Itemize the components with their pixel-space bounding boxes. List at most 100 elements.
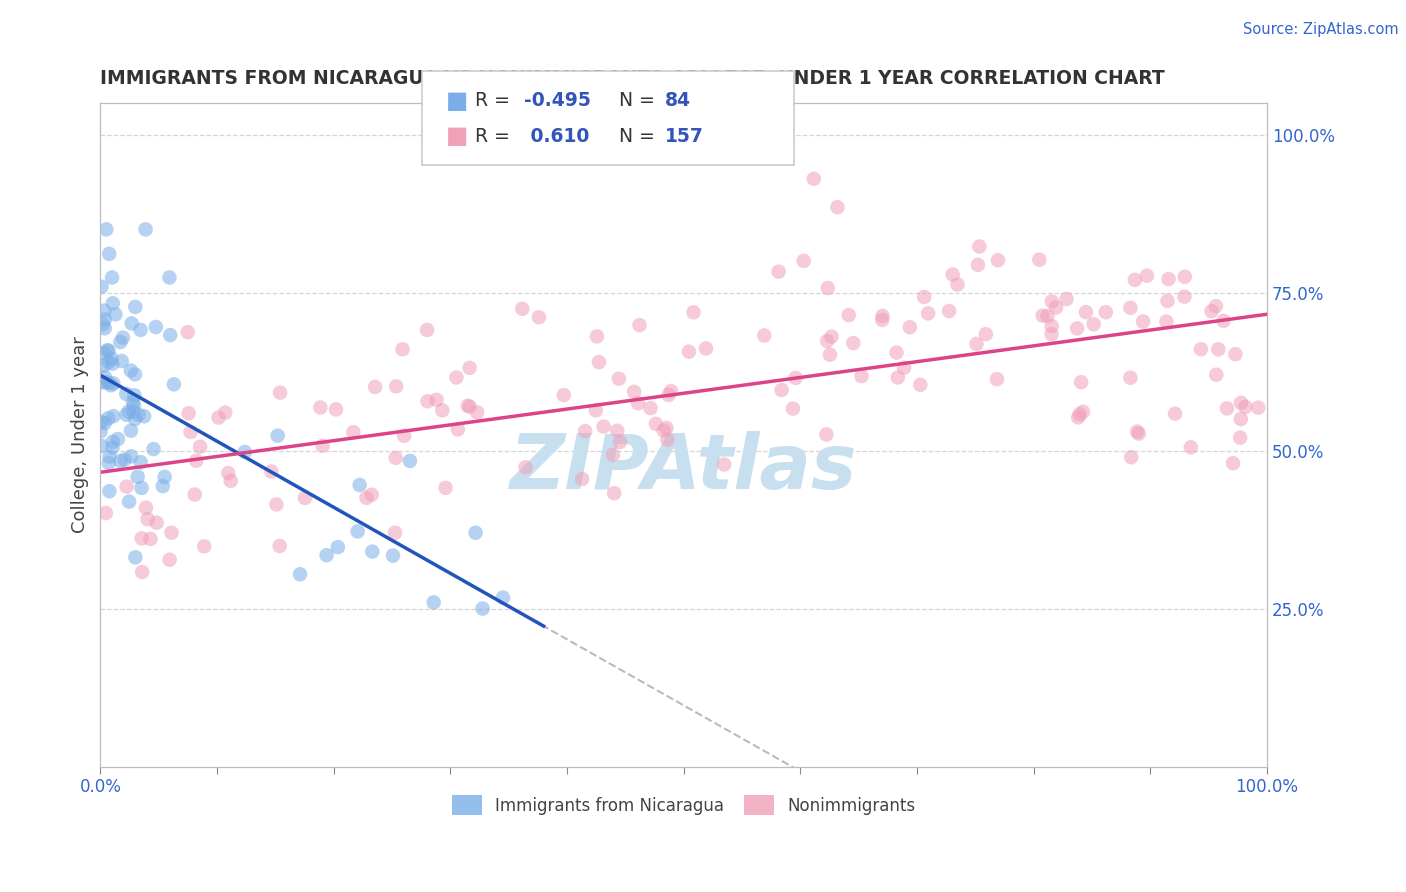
Text: N =: N =: [619, 127, 655, 146]
Point: [145, 516, 167, 530]
Point: [157, 270, 180, 285]
Point: [1094, 305, 1116, 319]
Point: [97, 376, 120, 390]
Point: [1136, 268, 1159, 283]
Point: [325, 402, 347, 417]
Point: [103, 376, 125, 391]
Text: ZIPAtlas: ZIPAtlas: [510, 431, 858, 505]
Point: [515, 460, 537, 475]
Point: [127, 469, 149, 483]
Text: R =: R =: [475, 91, 510, 111]
Point: [1189, 342, 1212, 356]
Text: ■: ■: [446, 125, 468, 148]
Point: [1083, 317, 1105, 331]
Point: [142, 442, 165, 456]
Point: [97, 456, 120, 470]
Point: [657, 433, 679, 447]
Point: [111, 354, 134, 368]
Point: [527, 310, 550, 325]
Point: [870, 313, 893, 327]
Point: [1069, 407, 1091, 421]
Point: [1036, 309, 1059, 323]
Text: 84: 84: [665, 91, 690, 111]
Point: [153, 470, 176, 484]
Point: [1056, 292, 1078, 306]
Point: [93, 303, 115, 318]
Point: [917, 306, 939, 320]
Point: [193, 539, 215, 553]
Point: [94, 376, 117, 390]
Point: [89, 425, 111, 439]
Point: [768, 265, 790, 279]
Point: [1040, 319, 1063, 334]
Point: [267, 428, 290, 442]
Point: [217, 466, 239, 480]
Point: [606, 424, 628, 438]
Point: [592, 419, 614, 434]
Point: [96, 222, 118, 236]
Point: [309, 401, 332, 415]
Point: [818, 348, 841, 362]
Point: [571, 472, 593, 486]
Point: [118, 494, 141, 508]
Point: [135, 500, 157, 515]
Point: [180, 425, 202, 439]
Point: [434, 481, 457, 495]
Point: [938, 304, 960, 318]
Point: [391, 343, 413, 357]
Point: [120, 450, 142, 464]
Point: [609, 434, 631, 449]
Point: [678, 344, 700, 359]
Point: [458, 360, 481, 375]
Point: [91, 375, 114, 389]
Point: [1157, 272, 1180, 286]
Point: [966, 337, 988, 351]
Point: [1032, 309, 1054, 323]
Point: [361, 544, 384, 558]
Point: [184, 487, 207, 501]
Point: [416, 323, 439, 337]
Point: [607, 372, 630, 386]
Point: [392, 428, 415, 442]
Point: [103, 409, 125, 424]
Point: [1205, 299, 1227, 313]
Point: [893, 360, 915, 375]
Point: [207, 410, 229, 425]
Point: [658, 388, 681, 402]
Point: [1205, 368, 1227, 382]
Point: [98, 247, 121, 261]
Point: [586, 329, 609, 343]
Point: [121, 317, 143, 331]
Point: [124, 412, 146, 426]
Point: [1173, 290, 1195, 304]
Point: [1229, 431, 1251, 445]
Point: [122, 395, 145, 409]
Point: [1156, 315, 1178, 329]
Point: [186, 453, 208, 467]
Point: [124, 550, 146, 565]
Point: [510, 301, 533, 316]
Point: [1126, 425, 1149, 439]
Point: [104, 307, 127, 321]
Point: [1040, 294, 1063, 309]
Point: [131, 532, 153, 546]
Point: [117, 405, 139, 419]
Point: [1040, 327, 1063, 342]
Point: [1070, 376, 1092, 390]
Point: [1128, 426, 1150, 441]
Point: [384, 450, 406, 465]
Point: [101, 270, 124, 285]
Point: [1123, 273, 1146, 287]
Point: [269, 385, 291, 400]
Point: [1180, 440, 1202, 454]
Point: [90, 279, 112, 293]
Point: [682, 305, 704, 319]
Point: [124, 368, 146, 382]
Point: [910, 377, 932, 392]
Point: [91, 359, 114, 373]
Point: [695, 342, 717, 356]
Point: [294, 491, 316, 505]
Y-axis label: College, Under 1 year: College, Under 1 year: [72, 336, 89, 533]
Point: [98, 484, 121, 499]
Point: [838, 308, 860, 322]
